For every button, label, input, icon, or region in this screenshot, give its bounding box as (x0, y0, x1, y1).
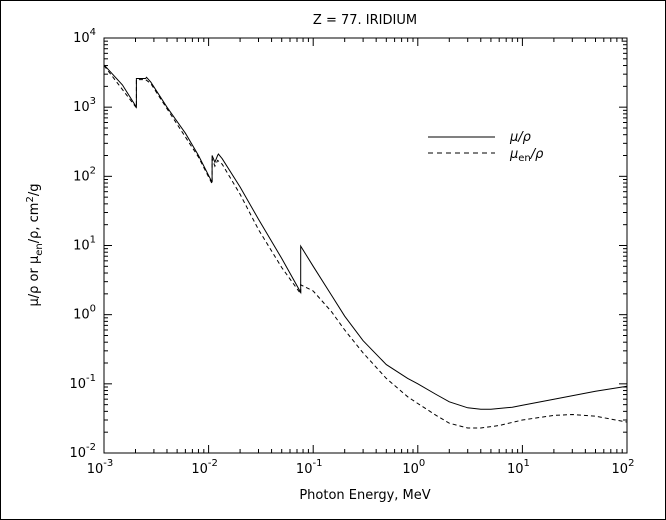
axis-ticks (103, 38, 627, 454)
series-line-muen (103, 65, 628, 429)
y-tick-label: 103 (73, 96, 96, 115)
y-tick-label: 10-1 (69, 373, 96, 392)
y-tick-label: 104 (73, 27, 96, 46)
x-tick-label: 102 (612, 458, 635, 477)
chart-title: Z = 77. IRIDIUM (313, 13, 417, 28)
x-tick-label: 101 (507, 458, 530, 477)
x-tick-label: 100 (402, 458, 425, 477)
plot-area (103, 37, 628, 454)
series-lines (103, 64, 628, 429)
y-tick-label: 102 (73, 165, 96, 184)
legend-label-mu: μ/ρ (509, 130, 532, 145)
y-tick-label: 10-2 (69, 442, 96, 461)
legend: μ/ρ μen/ρ (428, 130, 544, 164)
series-line-mu (103, 64, 628, 410)
y-axis-label: μ/ρ or μen/ρ, cm2/g (25, 184, 45, 307)
legend-label-muen: μen/ρ (509, 147, 544, 164)
x-tick-label: 10-1 (296, 458, 323, 477)
x-axis-label: Photon Energy, MeV (299, 488, 430, 503)
x-tick-label: 10-2 (191, 458, 218, 477)
x-tick-label: 10-3 (87, 458, 114, 477)
y-tick-label: 101 (73, 235, 96, 254)
y-tick-label: 100 (73, 304, 96, 323)
tick-labels: 10-3 10-2 10-1 100 101 10210-210-110010110210… (69, 27, 634, 477)
